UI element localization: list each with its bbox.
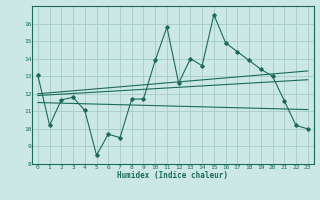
X-axis label: Humidex (Indice chaleur): Humidex (Indice chaleur)	[117, 171, 228, 180]
